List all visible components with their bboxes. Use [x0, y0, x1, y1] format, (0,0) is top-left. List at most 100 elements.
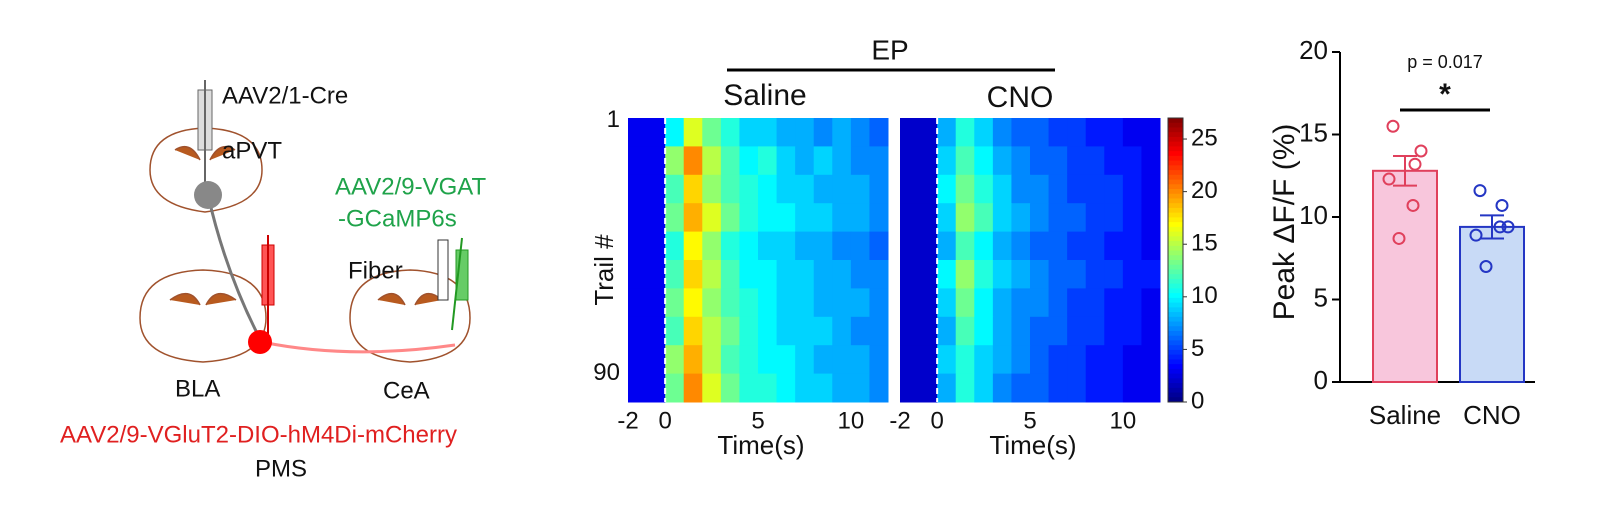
- heatmap-cell: [850, 231, 870, 261]
- colorbar-segment: [1168, 354, 1183, 360]
- heatmap-cell: [1048, 146, 1068, 176]
- heatmap-cell: [683, 118, 703, 147]
- heatmap-cell: [992, 146, 1012, 176]
- heatmap-cell: [813, 203, 833, 233]
- heatmap-cell: [1104, 345, 1124, 375]
- heatmap-cell: [1048, 231, 1068, 261]
- heatmap-cell: [758, 316, 778, 346]
- heatmap-cell: [739, 203, 759, 233]
- heatmap-cell: [1141, 146, 1161, 176]
- heatmap-cell: [776, 174, 796, 204]
- heatmap-cell: [776, 316, 796, 346]
- heatmap-cell: [795, 174, 815, 204]
- colorbar-segment: [1168, 368, 1183, 375]
- heatmap-cell: [628, 345, 648, 375]
- heatmap-cell: [992, 288, 1012, 318]
- data-point: [1473, 184, 1487, 198]
- heatmap-cell: [628, 231, 648, 261]
- heatmap-cell: [1011, 231, 1031, 261]
- heatmap-cell: [937, 288, 957, 318]
- heatmap-cell: [1030, 288, 1050, 318]
- colorbar-tick-label: 20: [1191, 177, 1218, 204]
- colorbar-segment: [1168, 160, 1183, 166]
- heatmap-cell: [850, 118, 870, 147]
- heatmap-cell: [1030, 260, 1050, 289]
- heatmap-cell: [832, 345, 852, 375]
- heatmap-cell: [850, 288, 870, 318]
- heatmap-cell: [1122, 345, 1142, 375]
- colorbar-segment: [1168, 397, 1183, 403]
- heatmap-cell: [832, 118, 852, 147]
- heatmap-cell: [628, 373, 648, 403]
- heatmap-cell: [974, 288, 994, 318]
- heatmap-cell: [758, 146, 778, 176]
- virus-label: AAV2/9-VGluT2-DIO-hM4Di-mCherry: [60, 421, 457, 448]
- heatmap-cell: [702, 174, 722, 204]
- heatmap-cell: [758, 345, 778, 375]
- colorbar-segment: [1168, 155, 1183, 162]
- heatmap-cell: [813, 288, 833, 318]
- heatmap-cell: [665, 203, 685, 233]
- colorbar-segment: [1168, 226, 1183, 233]
- y-tick-label: 90: [593, 359, 620, 386]
- heatmap-cell: [1122, 146, 1142, 176]
- heatmap-cell: [776, 146, 796, 176]
- heatmap-cell: [739, 146, 759, 176]
- heatmap-cell: [1085, 316, 1105, 346]
- colorbar-segment: [1168, 312, 1183, 318]
- colorbar-segment: [1168, 222, 1183, 228]
- heatmap-cell: [776, 260, 796, 289]
- heatmap-cell: [850, 174, 870, 204]
- heatmap-cell: [665, 316, 685, 346]
- heatmap-cell: [665, 146, 685, 176]
- condition-label: PMS: [255, 455, 307, 482]
- heatmap-cell: [628, 316, 648, 346]
- colorbar-segment: [1168, 269, 1183, 275]
- heatmap-cell: [850, 146, 870, 176]
- colorbar-segment: [1168, 189, 1183, 195]
- heatmap-cell: [918, 260, 938, 289]
- heatmap-cell: [992, 203, 1012, 233]
- heatmap-cell: [850, 345, 870, 375]
- heatmap-cell: [900, 118, 920, 147]
- heatmap-cell: [739, 174, 759, 204]
- heatmap-cell: [992, 174, 1012, 204]
- heatmap-cell: [955, 373, 975, 403]
- colorbar-segment: [1168, 245, 1183, 252]
- heatmap-cell: [739, 118, 759, 147]
- colorbar-segment: [1168, 193, 1183, 199]
- heatmap-cell: [832, 203, 852, 233]
- heatmap-cell: [702, 203, 722, 233]
- heatmap-cell: [1141, 203, 1161, 233]
- colorbar-segment: [1168, 278, 1183, 285]
- heatmap-cell: [1067, 260, 1087, 289]
- heatmap-cell: [850, 203, 870, 233]
- heatmap-cell: [937, 231, 957, 261]
- heatmap-cell: [758, 118, 778, 147]
- heatmap-cell: [795, 118, 815, 147]
- colorbar-segment: [1168, 373, 1183, 379]
- heatmap-cell: [974, 146, 994, 176]
- heatmap-cell: [1085, 345, 1105, 375]
- heatmap-cell: [1141, 118, 1161, 147]
- heatmap-cell: [900, 288, 920, 318]
- colorbar-tick-label: 15: [1191, 230, 1218, 257]
- heatmap-cell: [1048, 345, 1068, 375]
- heatmap-cell: [1141, 174, 1161, 204]
- heatmap-cell: [813, 231, 833, 261]
- y-axis-label: Peak ΔF/F (%): [1268, 124, 1301, 321]
- heatmap-cell: [628, 174, 648, 204]
- colorbar-segment: [1168, 335, 1183, 341]
- heatmap-cell: [702, 316, 722, 346]
- heatmap-cell: [1122, 231, 1142, 261]
- heatmap-cell: [758, 231, 778, 261]
- heatmap-cell: [646, 316, 666, 346]
- heatmap-cell: [832, 373, 852, 403]
- heatmap-cell: [683, 373, 703, 403]
- heatmap-cell: [758, 373, 778, 403]
- heatmap-cell: [918, 146, 938, 176]
- heatmap-cell: [832, 231, 852, 261]
- fiber-label: Fiber: [348, 257, 403, 284]
